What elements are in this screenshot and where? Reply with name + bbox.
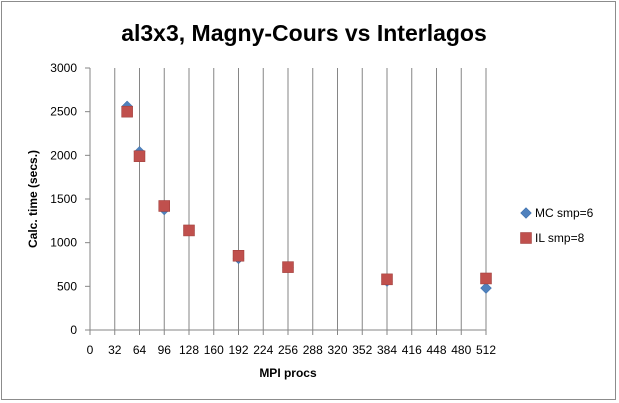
x-tick-label: 384 — [377, 343, 397, 357]
x-tick-label: 0 — [87, 343, 94, 357]
y-tick-label: 3000 — [50, 61, 77, 75]
y-tick-label: 1500 — [50, 192, 77, 206]
y-tick-label: 500 — [57, 279, 77, 293]
y-tick-label: 2000 — [50, 148, 77, 162]
y-axis-title: Calc. time (secs.) — [26, 150, 40, 248]
data-point-il — [381, 273, 393, 286]
legend-marker-il — [520, 232, 532, 244]
x-tick-label: 512 — [476, 343, 496, 357]
x-tick-label: 352 — [352, 343, 372, 357]
axes — [85, 67, 487, 335]
x-tick-label: 192 — [228, 343, 248, 357]
y-tick-label: 2500 — [50, 105, 77, 119]
x-axis-tick-labels: 0 32 64 96 128 160 192 224 256 288 320 352 384 416 448… — [87, 343, 497, 357]
x-tick-label: 256 — [278, 343, 298, 357]
data-point-il — [158, 200, 170, 212]
data-point-il — [232, 250, 245, 262]
x-tick-label: 288 — [303, 343, 323, 357]
data-point-il — [133, 150, 146, 162]
y-axis-tick-labels: 0 500 1000 1500 2000 2500 3000 — [50, 61, 77, 337]
vertical-gridlines — [114, 68, 487, 330]
y-tick-label: 1000 — [50, 236, 77, 250]
x-tick-label: 320 — [327, 343, 347, 357]
data-points — [121, 100, 492, 294]
legend: MC smp=6 IL smp=8 — [520, 206, 594, 245]
data-point-mc — [480, 282, 492, 294]
x-tick-label: 224 — [253, 343, 273, 357]
data-point-il — [183, 224, 195, 237]
x-tick-label: 416 — [402, 343, 422, 357]
x-axis-title: MPI procs — [259, 366, 317, 380]
legend-label-mc: MC smp=6 — [535, 206, 594, 220]
x-tick-label: 32 — [108, 343, 122, 357]
data-point-il — [480, 272, 492, 285]
x-tick-label: 64 — [133, 343, 147, 357]
y-tick-label: 0 — [70, 323, 77, 337]
x-tick-label: 160 — [204, 343, 224, 357]
legend-marker-mc — [520, 207, 532, 219]
x-tick-label: 448 — [426, 343, 446, 357]
x-tick-label: 96 — [158, 343, 172, 357]
chart-title: al3x3, Magny-Cours vs Interlagos — [121, 20, 487, 46]
legend-label-il: IL smp=8 — [535, 231, 585, 245]
data-point-il — [282, 261, 294, 273]
x-tick-label: 128 — [179, 343, 199, 357]
data-point-il — [121, 105, 133, 118]
x-tick-label: 480 — [451, 343, 471, 357]
